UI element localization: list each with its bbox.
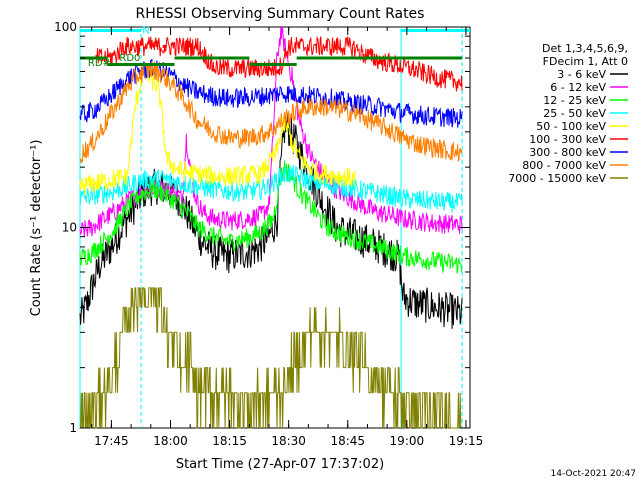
- annotation-0: N: [142, 26, 149, 37]
- x-tick-label-6: 19:15: [449, 434, 484, 448]
- annotation-1: RD0: [119, 53, 140, 64]
- legend-header-0: Det 1,3,4,5,6,9,: [542, 42, 628, 55]
- legend-entry-3: 25 - 50 keV: [543, 107, 606, 120]
- chart-title: RHESSI Observing Summary Count Rates: [136, 6, 425, 22]
- legend-entry-0: 3 - 6 keV: [557, 68, 606, 81]
- annotation-3: F: [153, 41, 159, 52]
- legend: Det 1,3,4,5,6,9,FDecim 1, Att 03 - 6 keV…: [508, 42, 628, 185]
- footer-date: 14-Oct-2021 20:47: [551, 469, 636, 479]
- series-line-3: [79, 165, 463, 213]
- y-axis: 1 10 100: [54, 20, 470, 435]
- status-bars: [80, 29, 470, 67]
- series-line-4: [79, 63, 357, 196]
- annotation-2: RD#: [88, 58, 111, 69]
- legend-header-1: FDecim 1, Att 0: [543, 55, 628, 68]
- legend-entry-1: 6 - 12 keV: [550, 81, 606, 94]
- x-tick-label-4: 18:45: [330, 434, 365, 448]
- y-tick-label-1: 10: [62, 221, 77, 235]
- y-tick-label-2: 100: [54, 20, 77, 34]
- legend-entry-7: 800 - 7000 keV: [522, 159, 606, 172]
- series-line-2: [79, 160, 463, 274]
- x-tick-label-0: 17:45: [94, 434, 129, 448]
- x-axis-label: Start Time (27-Apr-07 17:37:02): [176, 457, 384, 472]
- y-tick-label-0: 1: [69, 421, 77, 435]
- x-tick-label-2: 18:15: [212, 434, 247, 448]
- y-axis-label: Count Rate (s⁻¹ detector⁻¹): [29, 140, 44, 317]
- legend-entry-6: 300 - 800 keV: [529, 146, 606, 159]
- annotations: N RD0 RD# F: [88, 26, 159, 70]
- legend-entry-2: 12 - 25 keV: [543, 94, 606, 107]
- series-line-7: [79, 61, 463, 164]
- legend-entry-4: 50 - 100 keV: [536, 120, 606, 133]
- series-line-0: [79, 113, 463, 329]
- x-axis: 17:45 18:00 18:15 18:30 18:45 19:00 19:15: [91, 27, 484, 448]
- x-tick-label-3: 18:30: [271, 434, 306, 448]
- x-tick-label-1: 18:00: [153, 434, 188, 448]
- series-line-5: [95, 36, 463, 92]
- x-tick-label-5: 19:00: [390, 434, 425, 448]
- legend-entry-5: 100 - 300 keV: [529, 133, 606, 146]
- legend-entry-8: 7000 - 15000 keV: [508, 172, 606, 185]
- series-group: [79, 26, 463, 429]
- series-line-8: [80, 287, 463, 429]
